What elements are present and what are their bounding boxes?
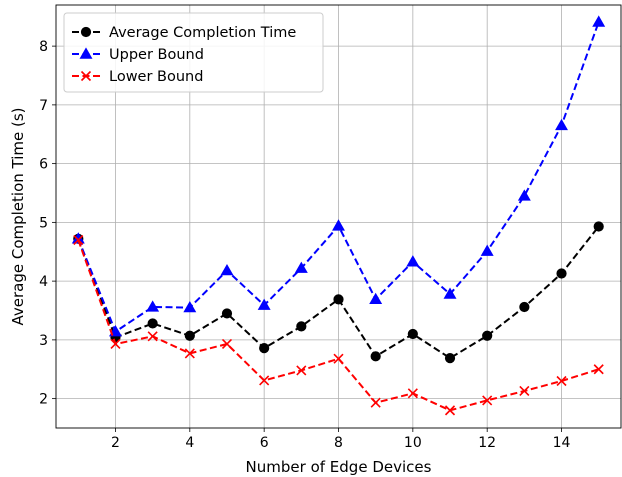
data-point [592,15,606,27]
legend: Average Completion Time Upper Bound Lower … [63,12,324,93]
legend-box [63,12,324,93]
data-point [593,364,604,375]
y-tick-label: 5 [39,215,48,231]
y-tick-label: 6 [39,157,48,173]
data-point [332,219,345,231]
data-point [259,343,270,354]
data-point [184,348,195,359]
legend-marker [79,47,93,59]
y-tick-label: 3 [39,333,48,349]
data-point [370,397,381,408]
data-point [146,300,160,312]
data-point [73,234,84,246]
data-point [519,385,530,397]
data-point [333,294,344,305]
data-point [221,338,233,350]
data-point [333,353,344,364]
data-point [296,321,307,332]
legend-label: Upper Bound [109,47,204,63]
x-tick-label: 6 [260,435,269,451]
data-point [517,189,531,201]
legend-item: Upper Bound [72,47,204,63]
data-point [519,301,530,313]
data-point [480,244,494,256]
data-point [294,261,308,273]
data-point [555,118,568,131]
data-point [183,300,197,313]
data-point [482,330,493,341]
data-point [184,330,195,341]
legend-label: Average Completion Time [109,25,296,41]
data-point [556,375,567,387]
data-point [444,405,456,416]
legend-label: Lower Bound [109,69,203,85]
legend-marker [80,70,92,82]
data-point [444,352,456,364]
x-tick-label: 2 [111,435,120,451]
data-point [556,268,567,279]
data-point [407,388,418,399]
series-layer [71,15,606,416]
data-point [220,263,234,276]
axis-ticks: 2 4 6 8 10 12 14 2 3 4 5 6 7 8 [39,39,570,451]
x-axis-label: Number of Edge Devices [246,458,432,476]
data-point [259,375,270,386]
data-point [257,298,271,310]
x-tick-label: 4 [185,435,194,451]
data-point [221,308,233,319]
data-point [147,318,158,329]
data-point [369,292,383,305]
x-tick-label: 14 [553,435,571,451]
data-point [296,365,307,376]
data-point [406,255,420,267]
legend-item: Average Completion Time [72,25,296,41]
series-lower-bound [73,234,604,416]
x-tick-label: 10 [404,435,422,451]
data-point [443,287,457,299]
y-axis-label: Average Completion Time (s) [9,107,27,325]
data-point [407,328,418,340]
data-point [593,221,604,232]
y-tick-label: 8 [39,39,48,55]
x-tick-label: 8 [334,435,343,451]
x-tick-label: 12 [478,435,496,451]
data-point [147,331,158,342]
legend-marker [80,26,92,38]
series-upper-bound [71,15,606,337]
y-tick-label: 2 [39,392,48,408]
y-tick-label: 4 [39,274,48,290]
data-point [110,338,121,350]
legend-item: Lower Bound [72,69,203,85]
data-point [370,351,381,362]
data-point [482,395,493,406]
y-tick-label: 7 [39,98,48,114]
